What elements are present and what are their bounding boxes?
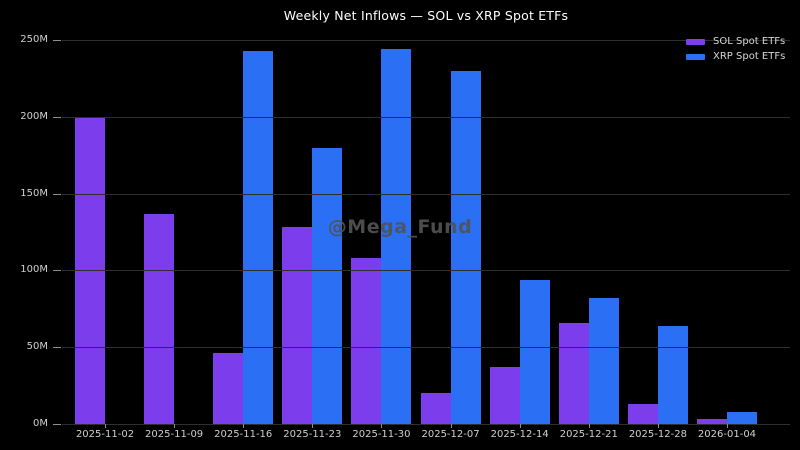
watermark-text: @Mega_Fund [327,216,473,238]
bar-xrp-2025-12-21 [588,298,619,424]
legend-swatch [686,53,705,60]
bar-sol-2025-12-21 [558,322,589,424]
x-tick-mark [657,424,659,428]
legend: SOL Spot ETFs XRP Spot ETFs [686,34,785,64]
x-tick-mark [105,424,106,428]
gridline-0M [62,424,790,425]
legend-label: XRP Spot ETFs [713,51,786,62]
bar-xrp-2025-11-30 [381,49,412,424]
x-tick-mark [174,424,176,428]
gridline-50M [62,347,790,349]
gridline-150M [62,193,790,195]
legend-label: SOL Spot ETFs [713,36,786,47]
x-tick-mark [312,424,314,428]
x-axis-label: 2025-11-30 [352,429,411,440]
bar-sol-2025-12-28 [627,404,658,424]
x-axis-label: 2026-01-04 [697,429,757,440]
x-axis-label: 2025-11-02 [75,429,135,440]
x-axis-label: 2025-12-07 [421,429,480,440]
legend-item: XRP Spot ETFs [686,49,785,64]
y-tick-mark [53,193,61,195]
chart-title: Weekly Net Inflows — SOL vs XRP Spot ETF… [283,8,569,23]
x-axis-label: 2025-11-09 [145,429,204,440]
y-tick-mark [53,270,61,272]
y-tick-label: 0M [33,418,48,429]
y-tick-label: 250M [20,34,48,45]
y-tick-label: 150M [20,187,48,199]
gridline-200M [62,116,790,118]
gridline-100M [62,270,790,272]
gridline-250M [62,40,790,41]
bar-xrp-2025-12-14 [519,279,550,424]
y-tick-mark [53,116,61,118]
legend-item: SOL Spot ETFs [686,34,785,49]
bar-xrp-2025-11-16 [243,50,274,424]
bar-sol-2025-11-16 [213,353,244,424]
x-tick-mark [450,424,452,428]
bar-sol-2025-12-14 [489,367,520,424]
x-tick-mark [519,424,521,428]
x-axis-label: 2025-11-23 [283,429,342,440]
legend-swatch [686,38,705,45]
bar-sol-2025-11-23 [282,227,313,424]
y-tick-mark [53,40,61,41]
x-tick-mark [588,424,590,428]
y-tick-label: 100M [20,264,48,276]
x-axis-label: 2025-12-14 [490,429,549,440]
x-tick-mark [381,424,383,428]
y-tick-mark [53,424,61,425]
bar-xrp-2026-01-04 [726,411,757,424]
x-axis-label: 2025-12-28 [628,429,687,440]
bar-sol-2025-11-30 [351,258,382,424]
y-tick-mark [53,347,61,349]
x-tick-mark [726,424,728,428]
bar-xrp-2025-12-07 [450,70,481,424]
bar-sol-2025-12-07 [420,393,451,424]
y-tick-label: 50M [26,341,48,353]
bar-sol-2026-01-04 [696,419,727,424]
y-tick-label: 200M [20,110,48,122]
bar-xrp-2025-12-28 [657,325,688,424]
x-axis-label: 2025-12-21 [559,429,618,440]
bar-xrp-2025-11-23 [312,147,343,424]
bar-sol-2025-11-09 [144,213,175,424]
x-tick-mark [243,424,245,428]
x-axis-label: 2025-11-16 [214,429,273,440]
